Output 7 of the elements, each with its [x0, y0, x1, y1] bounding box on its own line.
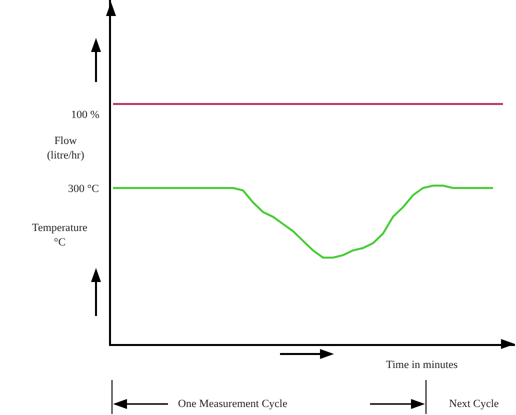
text: 100 % — [71, 109, 100, 121]
text: Next Cycle — [449, 398, 499, 410]
text: Temperature °C — [32, 222, 88, 248]
x-axis-title: Time in minutes — [386, 359, 458, 371]
text: Flow (litre/hr) — [47, 135, 85, 162]
text: 300 °C — [68, 183, 99, 195]
text: One Measurement Cycle — [178, 398, 288, 410]
